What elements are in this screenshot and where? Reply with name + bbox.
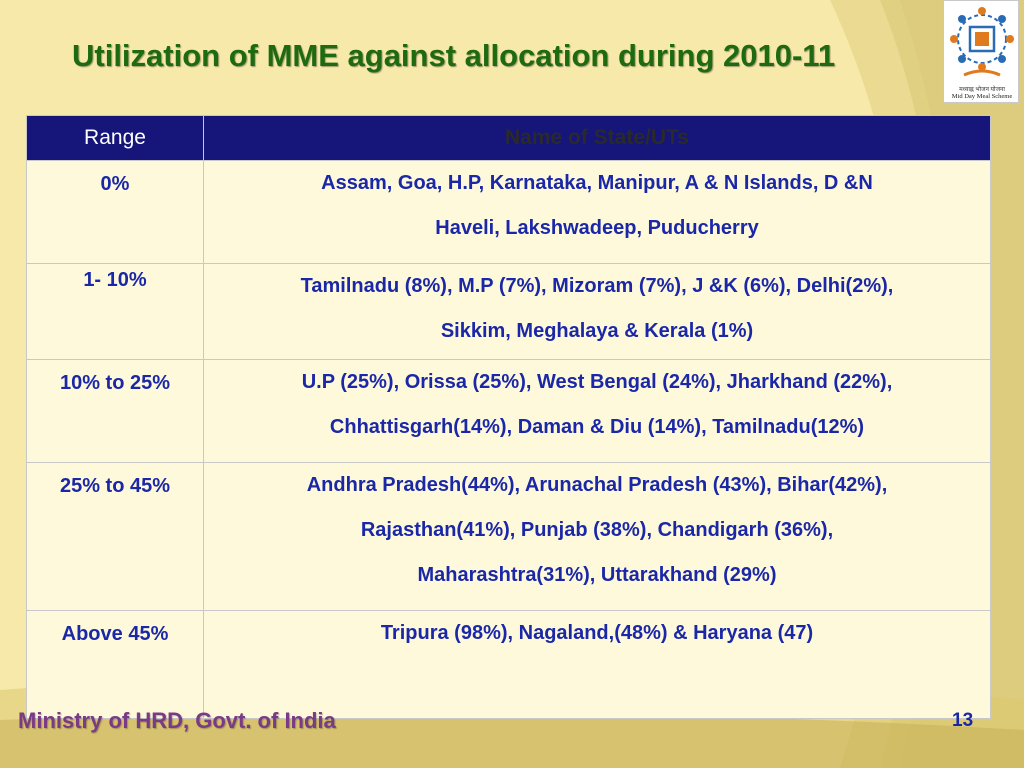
logo-english-text: Mid Day Meal Scheme bbox=[951, 93, 1013, 100]
states-line: Chhattisgarh(14%), Daman & Diu (14%), Ta… bbox=[329, 416, 865, 438]
table-row: 0% Assam, Goa, H.P, Karnataka, Manipur, … bbox=[26, 160, 991, 264]
utilization-table: Range Name of State/UTs 0% Assam, Goa, H… bbox=[26, 115, 991, 719]
table-row: 1- 10% Tamilnadu (8%), M.P (7%), Mizoram… bbox=[26, 263, 991, 360]
table-row: Above 45% Tripura (98%), Nagaland,(48%) … bbox=[26, 610, 991, 719]
states-line: Andhra Pradesh(44%), Arunachal Pradesh (… bbox=[306, 474, 888, 496]
header-states: Name of State/UTs bbox=[203, 115, 991, 161]
states-line: Rajasthan(41%), Punjab (38%), Chandigarh… bbox=[360, 519, 834, 541]
table-row: 10% to 25% U.P (25%), Orissa (25%), West… bbox=[26, 359, 991, 463]
table-header-row: Range Name of State/UTs bbox=[26, 115, 991, 161]
states-line: Sikkim, Meghalaya & Kerala (1%) bbox=[440, 320, 754, 342]
range-cell: 25% to 45% bbox=[26, 462, 204, 611]
states-line: U.P (25%), Orissa (25%), West Bengal (24… bbox=[301, 371, 893, 393]
range-cell: 10% to 25% bbox=[26, 359, 204, 463]
states-cell: Assam, Goa, H.P, Karnataka, Manipur, A &… bbox=[203, 160, 991, 264]
page-number: 13 bbox=[952, 710, 974, 731]
states-cell: Tamilnadu (8%), M.P (7%), Mizoram (7%), … bbox=[203, 263, 991, 360]
states-line: Tripura (98%), Nagaland,(48%) & Haryana … bbox=[380, 622, 814, 644]
logo-emblem-icon bbox=[950, 7, 1014, 77]
states-line: Maharashtra(31%), Uttarakhand (29%) bbox=[417, 564, 777, 586]
logo-hindi-text: मध्याह्न भोजन योजना bbox=[959, 87, 1005, 93]
range-cell: Above 45% bbox=[26, 610, 204, 719]
states-line: Tamilnadu (8%), M.P (7%), Mizoram (7%), … bbox=[300, 275, 894, 297]
range-cell: 0% bbox=[26, 160, 204, 264]
states-cell: Andhra Pradesh(44%), Arunachal Pradesh (… bbox=[203, 462, 991, 611]
range-cell: 1- 10% bbox=[26, 263, 204, 360]
states-cell: U.P (25%), Orissa (25%), West Bengal (24… bbox=[203, 359, 991, 463]
header-range: Range bbox=[26, 115, 204, 161]
states-line: Haveli, Lakshwadeep, Puducherry bbox=[435, 217, 759, 239]
footer-ministry: Ministry of HRD, Govt. of India bbox=[18, 708, 336, 733]
states-cell: Tripura (98%), Nagaland,(48%) & Haryana … bbox=[203, 610, 991, 719]
states-line: Assam, Goa, H.P, Karnataka, Manipur, A &… bbox=[321, 172, 873, 194]
slide-title: Utilization of MME against allocation du… bbox=[72, 38, 836, 73]
table-row: 25% to 45% Andhra Pradesh(44%), Arunacha… bbox=[26, 462, 991, 611]
mid-day-meal-logo: मध्याह्न भोजन योजना Mid Day Meal Scheme bbox=[943, 0, 1019, 103]
